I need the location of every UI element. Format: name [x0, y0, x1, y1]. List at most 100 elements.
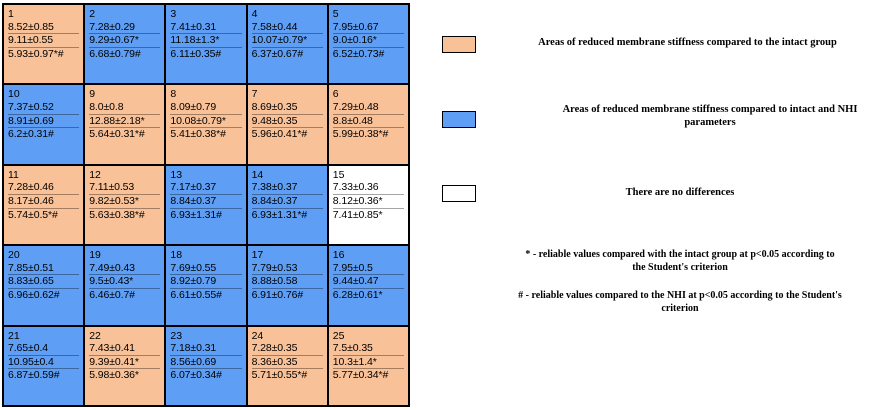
- cell-value: 6.46±0.7#: [89, 287, 161, 302]
- grid-cell-18: 18 7.69±0.55 8.92±0.79 6.61±0.55#: [166, 246, 246, 325]
- cell-value: 7.5±0.35: [332, 342, 373, 355]
- cell-value: 7.38±0.37: [251, 181, 298, 194]
- cell-value: 5.77±0.34*#: [332, 368, 404, 382]
- cell-number: 10: [8, 88, 20, 101]
- cell-value: 5.63±0.38*#: [89, 207, 161, 222]
- cell-value: 8.17±0.46: [8, 193, 80, 208]
- cell-value: 6.07±0.34#: [170, 368, 242, 382]
- cell-value: 7.69±0.55: [170, 261, 217, 274]
- cell-value: 6.96±0.62#: [8, 287, 80, 302]
- cell-value: 7.41±0.31: [170, 20, 217, 33]
- legend-label-blue: Areas of reduced membrane stiffness comp…: [562, 104, 858, 128]
- grid-cell-1: 1 8.52±0.85 9.11±0.55 5.93±0.97*#: [4, 5, 84, 84]
- grid-cell-17: 17 7.79±0.53 8.88±0.58 6.91±0.76#: [247, 246, 327, 325]
- cell-value: 9.29±0.67*: [89, 33, 161, 47]
- cell-number: 20: [8, 249, 20, 262]
- cell-number: 8: [170, 88, 177, 101]
- cell-value: 5.41±0.38*#: [170, 127, 242, 141]
- cell-value: 7.29±0.48: [332, 100, 379, 113]
- cell-value: 7.49±0.43: [89, 261, 135, 274]
- cell-value: 6.87±0.59#: [8, 368, 80, 382]
- cell-value: 7.37±0.52: [8, 100, 54, 113]
- grid-cell-9: 9 8.0±0.8 12.88±2.18* 5.64±0.31*#: [85, 85, 165, 164]
- cell-value: 7.58±0.44: [251, 20, 298, 33]
- cell-number: 21: [8, 329, 20, 342]
- cell-value: 7.79±0.53: [251, 261, 298, 274]
- cell-number: 5: [332, 8, 339, 20]
- cell-value: 7.28±0.29: [89, 20, 135, 33]
- cell-value: 5.74±0.5*#: [8, 207, 80, 222]
- cell-value: 10.08±0.79*: [170, 113, 242, 128]
- cell-value: 8.84±0.37: [251, 193, 323, 208]
- cell-value: 7.65±0.4: [8, 342, 48, 355]
- cell-value: 8.36±0.35: [251, 354, 323, 369]
- grid-cell-24: 24 7.28±0.35 8.36±0.35 5.71±0.55*#: [247, 326, 327, 405]
- cell-value: 7.43±0.41: [89, 342, 135, 355]
- grid-cell-2: 2 7.28±0.29 9.29±0.67* 6.68±0.79#: [85, 5, 165, 84]
- cell-number: 24: [251, 329, 264, 342]
- note-asterisk: * - reliable values compared with the in…: [525, 249, 835, 273]
- cell-number: 4: [251, 8, 258, 20]
- cell-value: 8.88±0.58: [251, 274, 323, 288]
- cell-value: 7.95±0.5: [332, 261, 373, 274]
- grid-cell-7: 7 8.69±0.35 9.48±0.35 5.96±0.41*#: [247, 85, 327, 164]
- cell-value: 7.95±0.67: [332, 20, 379, 33]
- stiffness-grid: 1 8.52±0.85 9.11±0.55 5.93±0.97*# 2 7.28±0.29…: [2, 3, 410, 407]
- cell-value: 11.18±1.3*: [170, 33, 242, 47]
- cell-value: 8.52±0.85: [8, 20, 54, 33]
- cell-value: 9.39±0.41*: [89, 354, 161, 369]
- cell-value: 8.12±0.36*: [332, 193, 404, 208]
- cell-value: 8.0±0.8: [89, 100, 124, 113]
- cell-value: 9.48±0.35: [251, 113, 323, 128]
- cell-value: 6.93±1.31*#: [251, 207, 323, 222]
- cell-number: 11: [8, 168, 19, 181]
- cell-value: 6.93±1.31#: [170, 207, 242, 222]
- grid-cell-5: 5 7.95±0.67 9.0±0.16* 6.52±0.73#: [328, 5, 408, 84]
- cell-number: 9: [89, 88, 96, 101]
- cell-value: 6.91±0.76#: [251, 287, 323, 302]
- grid-cell-16: 16 7.95±0.5 9.44±0.47 6.28±0.61*: [328, 246, 408, 325]
- grid-cell-13: 13 7.17±0.37 8.84±0.37 6.93±1.31#: [166, 165, 246, 245]
- cell-number: 16: [332, 249, 345, 262]
- grid-cell-6: 6 7.29±0.48 8.8±0.48 5.99±0.38*#: [328, 85, 408, 164]
- cell-number: 25: [332, 329, 345, 342]
- cell-number: 12: [89, 168, 101, 181]
- note-hash: # - reliable values compared to the NHI …: [518, 290, 842, 314]
- legend-swatch-blue: [442, 111, 476, 128]
- grid-cell-23: 23 7.18±0.31 8.56±0.69 6.07±0.34#: [166, 326, 246, 405]
- cell-value: 9.44±0.47: [332, 274, 404, 288]
- grid-cell-3: 3 7.41±0.31 11.18±1.3* 6.11±0.35#: [166, 5, 246, 84]
- cell-value: 5.93±0.97*#: [8, 46, 80, 61]
- cell-value: 7.28±0.46: [8, 181, 54, 194]
- grid-cell-15: 15 7.33±0.36 8.12±0.36* 7.41±0.85*: [328, 165, 408, 245]
- cell-number: 18: [170, 249, 183, 262]
- cell-value: 6.2±0.31#: [8, 127, 80, 141]
- cell-value: 7.17±0.37: [170, 181, 217, 194]
- cell-value: 7.11±0.53: [89, 181, 135, 194]
- cell-value: 10.07±0.79*: [251, 33, 323, 47]
- grid-cell-14: 14 7.38±0.37 8.84±0.37 6.93±1.31*#: [247, 165, 327, 245]
- grid-cell-11: 11 7.28±0.46 8.17±0.46 5.74±0.5*#: [4, 165, 84, 245]
- cell-value: 8.69±0.35: [251, 100, 298, 113]
- cell-value: 8.56±0.69: [170, 354, 242, 369]
- grid-cell-4: 4 7.58±0.44 10.07±0.79* 6.37±0.67#: [247, 5, 327, 84]
- cell-number: 19: [89, 249, 101, 262]
- cell-value: 7.33±0.36: [332, 181, 379, 194]
- grid-cell-8: 8 8.09±0.79 10.08±0.79* 5.41±0.38*#: [166, 85, 246, 164]
- cell-number: 2: [89, 8, 96, 20]
- cell-value: 12.88±2.18*: [89, 113, 161, 128]
- cell-value: 6.52±0.73#: [332, 46, 404, 61]
- cell-value: 6.28±0.61*: [332, 287, 404, 302]
- grid-cell-21: 21 7.65±0.4 10.95±0.4 6.87±0.59#: [4, 326, 84, 405]
- cell-value: 8.8±0.48: [332, 113, 404, 128]
- cell-value: 5.98±0.36*: [89, 368, 161, 382]
- cell-value: 5.71±0.55*#: [251, 368, 323, 382]
- cell-value: 8.91±0.69: [8, 113, 80, 128]
- cell-value: 9.5±0.43*: [89, 274, 161, 288]
- cell-number: 15: [332, 168, 345, 181]
- cell-number: 22: [89, 329, 101, 342]
- cell-value: 9.0±0.16*: [332, 33, 404, 47]
- cell-value: 5.64±0.31*#: [89, 127, 161, 141]
- cell-value: 7.28±0.35: [251, 342, 298, 355]
- legend-swatch-white: [442, 185, 476, 202]
